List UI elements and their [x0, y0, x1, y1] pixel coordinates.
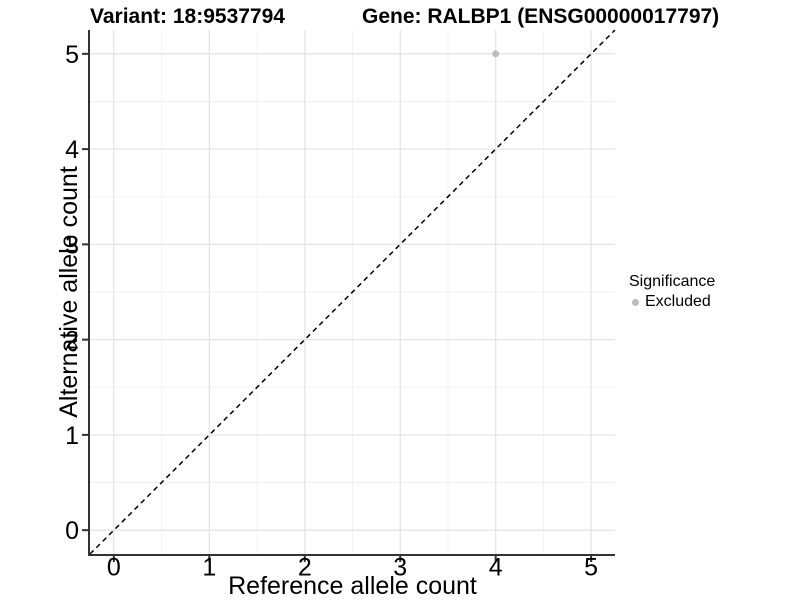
legend-item-label: Excluded	[645, 293, 711, 310]
x-tick-label: 3	[393, 554, 407, 582]
x-tick-label: 4	[489, 554, 503, 582]
data-point	[492, 50, 500, 58]
plot-title-gene: Gene: RALBP1 (ENSG00000017797)	[362, 5, 720, 28]
x-tick-label: 2	[298, 554, 312, 582]
x-axis-title: Reference allele count	[228, 572, 477, 600]
y-tick-label: 3	[65, 231, 79, 259]
legend: Significance Excluded	[629, 272, 715, 311]
y-tick-label: 2	[65, 327, 79, 355]
y-tick-label: 1	[65, 422, 79, 450]
x-tick-label: 0	[107, 554, 121, 582]
y-axis-title: Alternative allele count	[55, 166, 83, 418]
legend-title: Significance	[629, 273, 716, 290]
x-tick-label: 1	[202, 554, 216, 582]
x-tick-label: 5	[584, 554, 598, 582]
plot-title-variant: Variant: 18:9537794	[90, 5, 285, 28]
y-tick-label: 5	[65, 41, 79, 69]
legend-item-excluded: Excluded	[632, 293, 715, 311]
y-tick-label: 4	[65, 136, 79, 164]
y-tick-label: 0	[65, 517, 79, 545]
identity-line	[89, 29, 616, 555]
excluded-point-icon	[632, 298, 639, 306]
